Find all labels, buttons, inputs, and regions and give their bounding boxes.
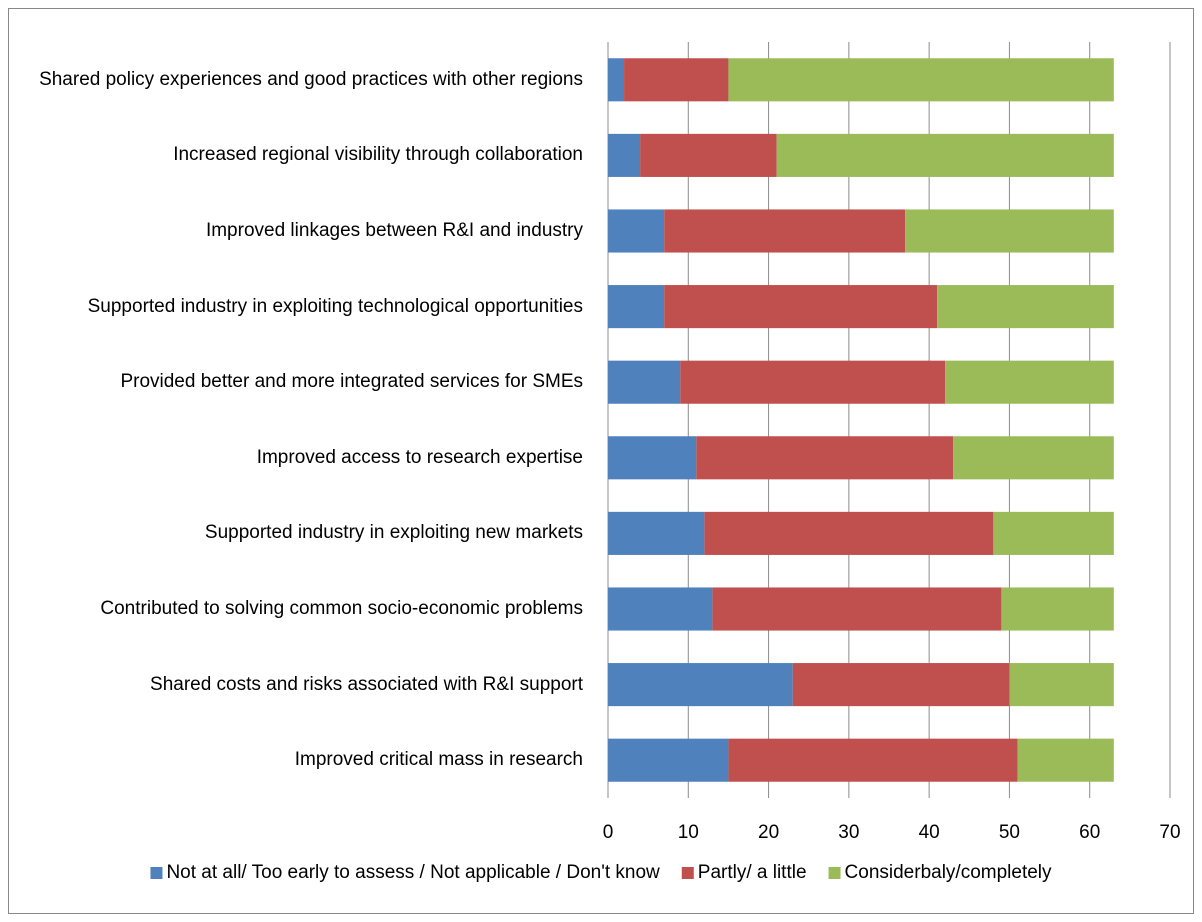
legend-swatch	[828, 867, 841, 879]
bar-segment	[608, 285, 665, 329]
category-label: Supported industry in exploiting new mar…	[204, 522, 583, 544]
x-tick-label: 70	[1159, 822, 1180, 843]
bar-segment	[624, 58, 729, 102]
bar-segment	[776, 133, 1114, 177]
category-label: Shared costs and risks associated with R…	[150, 673, 583, 695]
category-label: Provided better and more integrated serv…	[120, 371, 583, 393]
bar-segment	[608, 133, 641, 177]
category-label: Improved linkages between R&I and indust…	[205, 220, 583, 241]
x-tick-label: 50	[999, 822, 1020, 843]
bar-segment	[608, 663, 793, 707]
bar-segment	[1001, 587, 1114, 631]
legend-label: Considerbaly/completely	[845, 862, 1052, 883]
bar-segment	[728, 58, 1114, 102]
bar-segment	[680, 360, 946, 404]
bar-segment	[704, 511, 994, 555]
category-label: Improved critical mass in research	[294, 749, 583, 771]
category-label: Increased regional visibility through co…	[173, 144, 583, 166]
bar-segment	[608, 587, 713, 631]
bar-segment	[728, 738, 1018, 782]
bar-segment	[696, 436, 954, 480]
x-tick-label: 30	[838, 822, 859, 843]
bar-segment	[664, 285, 938, 329]
bar-segment	[1009, 663, 1114, 707]
legend-label: Partly/ a little	[698, 862, 807, 883]
legend-label: Not at all/ Too early to assess / Not ap…	[166, 862, 660, 883]
bar-segment	[608, 436, 697, 480]
bar-segment	[664, 209, 906, 253]
bar-segment	[905, 209, 1114, 253]
bar-segment	[608, 738, 729, 782]
bar-segment	[608, 209, 665, 253]
bar-segment	[945, 360, 1114, 404]
x-tick-label: 60	[1079, 822, 1100, 843]
bar-segment	[712, 587, 1002, 631]
category-label: Contributed to solving common socio-econ…	[100, 598, 583, 619]
x-tick-label: 20	[758, 822, 779, 843]
legend-swatch	[150, 867, 163, 879]
category-label: Shared policy experiences and good pract…	[39, 68, 583, 90]
bar-segment	[608, 360, 681, 404]
x-tick-label: 0	[603, 822, 614, 843]
bar-segment	[608, 511, 705, 555]
legend-swatch	[681, 867, 694, 879]
bar-segment	[993, 511, 1114, 555]
x-tick-label: 40	[919, 822, 940, 843]
category-label: Improved access to research expertise	[256, 446, 583, 468]
x-tick-label: 10	[678, 822, 699, 843]
bar-segment	[640, 133, 777, 177]
category-label: Supported industry in exploiting technol…	[87, 295, 583, 317]
bar-segment	[1017, 738, 1114, 782]
bar-segment	[953, 436, 1114, 480]
bar-segment	[608, 58, 625, 102]
bar-segment	[792, 663, 1010, 707]
bar-segment	[937, 285, 1114, 329]
